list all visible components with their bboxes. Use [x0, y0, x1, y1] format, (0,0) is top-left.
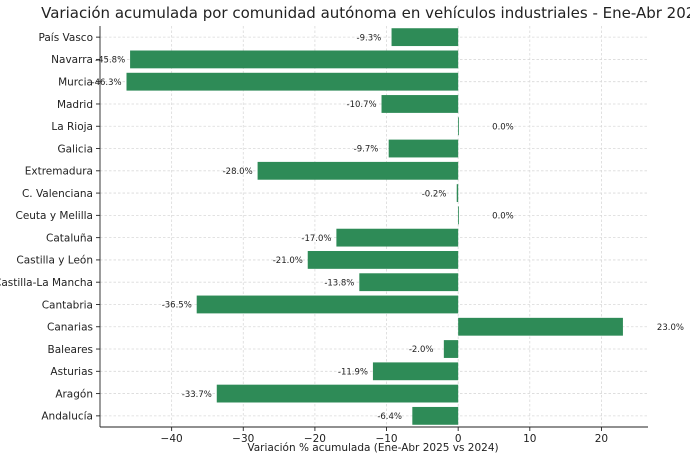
- data-label: -21.0%: [273, 256, 303, 266]
- bar: [381, 95, 459, 113]
- data-label: -6.4%: [377, 412, 402, 422]
- category-label: Cataluña: [46, 232, 93, 244]
- bar: [458, 117, 459, 136]
- x-tick-label: 0: [455, 433, 462, 445]
- x-tick-label: −10: [375, 433, 397, 445]
- chart-title: Variación acumulada por comunidad autóno…: [41, 4, 690, 22]
- category-label: Murcia: [58, 76, 93, 88]
- bar: [216, 384, 459, 403]
- bar: [130, 50, 459, 69]
- category-label: Baleares: [48, 344, 93, 356]
- bar: [458, 206, 459, 225]
- category-label: Madrid: [57, 99, 93, 111]
- category-label: Asturias: [50, 366, 93, 378]
- bar: [257, 161, 459, 180]
- category-label: Ceuta y Melilla: [15, 210, 93, 222]
- bar: [456, 184, 459, 202]
- x-tick-label: −30: [232, 433, 254, 445]
- data-label: -28.0%: [223, 167, 253, 177]
- data-label: -17.0%: [301, 234, 331, 244]
- data-label: -2.0%: [409, 345, 434, 355]
- bar: [391, 28, 459, 47]
- bar: [458, 317, 623, 336]
- category-label: Andalucía: [41, 411, 93, 423]
- category-label: Castilla-La Mancha: [0, 277, 93, 289]
- data-label: -36.5%: [162, 301, 192, 311]
- bar: [307, 251, 459, 269]
- data-label: 0.0%: [492, 212, 514, 222]
- x-tick-label: 10: [523, 433, 536, 445]
- data-label: -33.7%: [182, 390, 212, 400]
- category-label: País Vasco: [39, 32, 94, 44]
- data-label: -11.9%: [338, 368, 368, 378]
- category-label: Navarra: [51, 54, 93, 66]
- bar: [388, 139, 459, 158]
- data-label: -10.7%: [347, 100, 377, 110]
- category-label: Canarias: [47, 322, 93, 334]
- x-tick-label: 20: [595, 433, 608, 445]
- category-label: Galicia: [57, 143, 93, 155]
- bar: [372, 362, 459, 381]
- data-label: -46.3%: [92, 78, 122, 88]
- bars: [126, 28, 623, 425]
- bar: [196, 295, 459, 314]
- data-label: -45.8%: [95, 56, 125, 66]
- x-tick-label: −40: [161, 433, 183, 445]
- category-label: Extremadura: [25, 166, 93, 178]
- data-label: -9.3%: [357, 33, 382, 43]
- data-label: 0.0%: [492, 122, 514, 132]
- bar: [336, 228, 459, 247]
- category-label: Castilla y León: [16, 255, 93, 267]
- category-label: Cantabria: [42, 299, 93, 311]
- category-label: La Rioja: [51, 121, 93, 133]
- axes: [96, 26, 648, 431]
- data-label: 23.0%: [657, 323, 684, 333]
- bar: [443, 340, 459, 358]
- data-label: -9.7%: [354, 145, 379, 155]
- category-label: C. Valenciana: [22, 188, 93, 200]
- bar: [412, 406, 459, 425]
- bar: [359, 273, 459, 292]
- labels: −40 −30 −20 −10 0 10 20 País Vasco Navarra Murcia…: [0, 32, 684, 445]
- bar: [126, 72, 459, 91]
- data-label: -13.8%: [324, 278, 354, 288]
- data-label: -0.2%: [422, 189, 447, 199]
- x-axis-label: Variación % acumulada (Ene-Abr 2025 vs 2…: [247, 442, 498, 454]
- x-tick-label: −20: [304, 433, 326, 445]
- category-label: Aragón: [55, 388, 93, 400]
